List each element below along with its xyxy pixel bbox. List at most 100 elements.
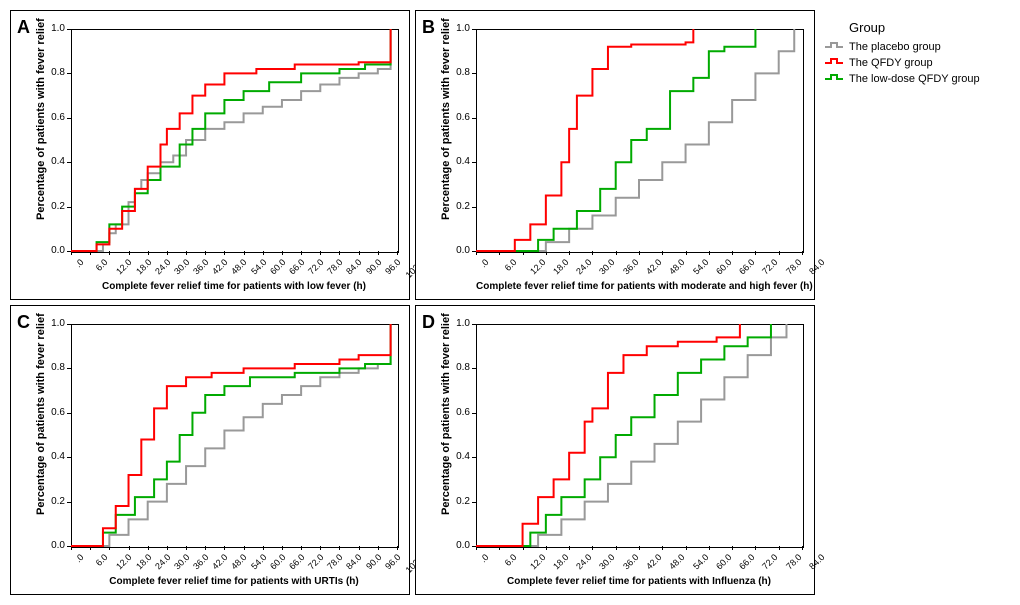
xtick-label: 84.0 xyxy=(345,552,364,571)
ytick-label: 0.0 xyxy=(35,540,65,551)
panel-label: B xyxy=(422,17,435,38)
xtick-label: 66.0 xyxy=(287,257,306,276)
y-axis-label: Percentage of patients with fever relief xyxy=(440,60,452,220)
xtick-mark xyxy=(205,251,206,255)
panel-label: D xyxy=(422,312,435,333)
legend-swatch-icon xyxy=(825,74,843,84)
panel-label: C xyxy=(17,312,30,333)
step-chart xyxy=(71,29,397,251)
xtick-mark xyxy=(339,251,340,255)
xtick-mark xyxy=(167,546,168,550)
step-chart xyxy=(476,29,802,251)
xtick-label: 90.0 xyxy=(364,552,383,571)
xtick-label: 36.0 xyxy=(191,257,210,276)
xtick-mark xyxy=(263,251,264,255)
xtick-label: .0 xyxy=(478,257,490,269)
xtick-mark xyxy=(186,251,187,255)
xtick-label: 90.0 xyxy=(364,257,383,276)
xtick-label: 66.0 xyxy=(737,552,756,571)
xtick-mark xyxy=(709,546,710,550)
xtick-mark xyxy=(592,251,593,255)
xtick-mark xyxy=(779,546,780,550)
xtick-label: 24.0 xyxy=(574,257,593,276)
xtick-mark xyxy=(732,251,733,255)
xtick-label: 54.0 xyxy=(249,552,268,571)
xtick-label: 48.0 xyxy=(667,552,686,571)
xtick-label: 48.0 xyxy=(230,257,249,276)
x-axis-label: Complete fever relief time for patients … xyxy=(476,576,802,587)
legend-title: Group xyxy=(849,20,1015,35)
series-placebo xyxy=(71,324,391,546)
legend-swatch-icon xyxy=(825,42,843,52)
xtick-mark xyxy=(592,546,593,550)
xtick-mark xyxy=(662,251,663,255)
xtick-label: 30.0 xyxy=(598,552,617,571)
xtick-mark xyxy=(244,546,245,550)
xtick-label: 78.0 xyxy=(325,257,344,276)
xtick-mark xyxy=(755,251,756,255)
legend-label: The low-dose QFDY group xyxy=(849,73,980,85)
series-placebo xyxy=(71,29,391,251)
xtick-label: 96.0 xyxy=(383,552,402,571)
ytick-label: 0.0 xyxy=(440,245,470,256)
step-chart xyxy=(476,324,802,546)
xtick-mark xyxy=(686,251,687,255)
xtick-mark xyxy=(339,546,340,550)
xtick-label: 78.0 xyxy=(784,552,803,571)
xtick-mark xyxy=(616,546,617,550)
series-lowdose xyxy=(71,29,391,251)
xtick-mark xyxy=(397,251,398,255)
xtick-label: 24.0 xyxy=(153,257,172,276)
xtick-label: 84.0 xyxy=(807,552,826,571)
xtick-mark xyxy=(755,546,756,550)
xtick-mark xyxy=(129,251,130,255)
legend-label: The QFDY group xyxy=(849,57,933,69)
xtick-mark xyxy=(167,251,168,255)
ytick-label: 0.0 xyxy=(440,540,470,551)
xtick-mark xyxy=(802,546,803,550)
xtick-label: 54.0 xyxy=(691,257,710,276)
xtick-label: 18.0 xyxy=(134,257,153,276)
series-qfdy xyxy=(476,324,740,546)
xtick-mark xyxy=(639,251,640,255)
xtick-label: 6.0 xyxy=(503,257,519,273)
xtick-label: 12.0 xyxy=(114,552,133,571)
x-axis-label: Complete fever relief time for patients … xyxy=(71,576,397,587)
xtick-mark xyxy=(320,251,321,255)
xtick-mark xyxy=(224,546,225,550)
xtick-label: 12.0 xyxy=(528,257,547,276)
xtick-mark xyxy=(301,546,302,550)
xtick-label: 84.0 xyxy=(345,257,364,276)
legend: Group The placebo group The QFDY group The… xyxy=(820,10,1020,300)
xtick-mark xyxy=(686,546,687,550)
xtick-label: 66.0 xyxy=(737,257,756,276)
xtick-mark xyxy=(186,546,187,550)
xtick-mark xyxy=(569,251,570,255)
xtick-mark xyxy=(148,251,149,255)
xtick-label: 18.0 xyxy=(551,552,570,571)
xtick-label: 30.0 xyxy=(172,257,191,276)
xtick-label: 72.0 xyxy=(761,552,780,571)
xtick-label: 60.0 xyxy=(714,257,733,276)
xtick-label: 36.0 xyxy=(191,552,210,571)
legend-item: The QFDY group xyxy=(825,57,1015,69)
xtick-label: 96.0 xyxy=(383,257,402,276)
xtick-label: 78.0 xyxy=(784,257,803,276)
series-qfdy xyxy=(476,29,693,251)
ytick-label: 0.0 xyxy=(35,245,65,256)
panel-a: A0.00.20.40.60.81.0.06.012.018.024.030.0… xyxy=(10,10,410,300)
y-axis-label: Percentage of patients with fever relief xyxy=(440,355,452,515)
legend-label: The placebo group xyxy=(849,41,941,53)
xtick-label: 48.0 xyxy=(667,257,686,276)
legend-swatch-icon xyxy=(825,58,843,68)
xtick-label: 42.0 xyxy=(644,257,663,276)
xtick-mark xyxy=(359,251,360,255)
xtick-mark xyxy=(639,546,640,550)
legend-item: The placebo group xyxy=(825,41,1015,53)
xtick-mark xyxy=(662,546,663,550)
xtick-mark xyxy=(148,546,149,550)
legend-item: The low-dose QFDY group xyxy=(825,73,1015,85)
y-axis-label: Percentage of patients with fever relief xyxy=(35,60,47,220)
series-lowdose xyxy=(71,324,391,546)
xtick-label: 18.0 xyxy=(134,552,153,571)
